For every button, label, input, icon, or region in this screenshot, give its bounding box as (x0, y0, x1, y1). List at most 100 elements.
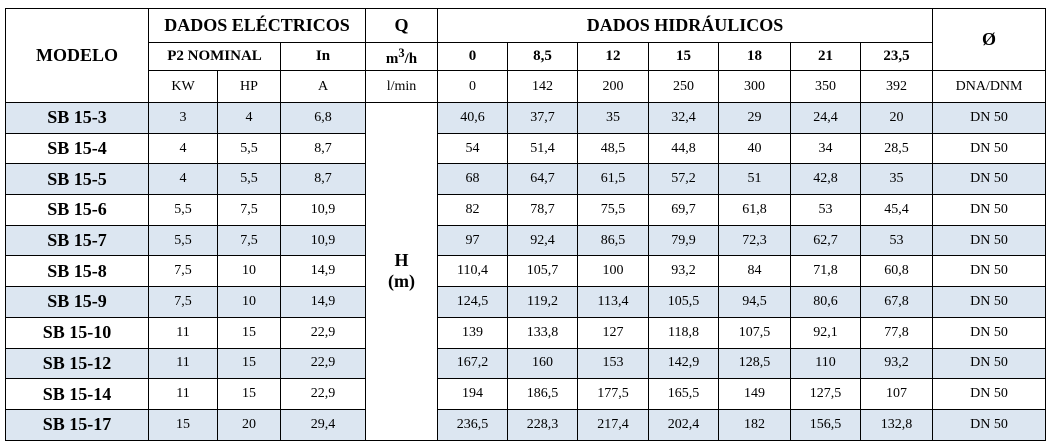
electrical-value: 10,9 (279, 224, 367, 257)
unit: A (279, 70, 367, 103)
flow-lmin: 250 (648, 70, 720, 103)
head-value: 67,8 (860, 286, 934, 318)
flow-lmin: 142 (507, 70, 579, 103)
head-value: 93,2 (648, 255, 720, 288)
dn-value: DN 50 (932, 163, 1047, 196)
head-value: 68 (437, 163, 509, 196)
table-row: SB 15-17 15 20 29,4 236,5 228,3 217,4 202,4 182 1… (5, 408, 1047, 441)
head-value: 107 (860, 378, 934, 410)
head-value: 153 (577, 347, 650, 380)
head-value: 149 (718, 378, 792, 410)
head-value: 119,2 (507, 286, 579, 318)
model-name: SB 15-8 (5, 255, 149, 288)
head-value: 64,7 (507, 163, 579, 196)
head-value: 202,4 (648, 408, 720, 441)
table-row: SB 15-10 11 15 22,9 139 133,8 127 118,8 107,5 92,… (5, 316, 1047, 349)
head-value: 84 (718, 255, 792, 288)
flow-m3h: 12 (577, 42, 650, 71)
flow-m3h: 21 (790, 42, 862, 71)
dn-value: DN 50 (932, 347, 1047, 380)
head-value: 77,8 (860, 316, 934, 349)
head-value: 186,5 (507, 378, 579, 410)
diameter-header: Ø (932, 8, 1047, 71)
table-row: SB 15-5 4 5,5 8,7 68 64,7 61,5 57,2 51 42,8 35 DN 5… (5, 163, 1047, 196)
head-value: 127,5 (790, 378, 862, 410)
model-name: SB 15-3 (5, 102, 149, 134)
table-row: SB 15-6 5,5 7,5 10,9 82 78,7 75,5 69,7 61,8 53 45,… (5, 194, 1047, 226)
electrical-value: 7,5 (148, 255, 218, 288)
head-value: 128,5 (718, 347, 792, 380)
dn-value: DN 50 (932, 255, 1047, 288)
dn-unit: DNA/DNM (932, 70, 1047, 103)
head-value: 35 (860, 163, 934, 196)
table-row: SB 15-3 3 4 6,8 H (m) 40,6 37,7 35 32,4 29 24,4 20 DN… (5, 102, 1047, 441)
electrical-value: 15 (148, 408, 218, 441)
table-row: SB 15-4 4 5,5 8,7 54 51,4 48,5 44,8 40 34 28,5 DN 5… (5, 132, 1047, 165)
head-value: 133,8 (507, 316, 579, 349)
head-value: 40 (718, 132, 792, 165)
flow-lmin: 300 (718, 70, 792, 103)
electrical-value: 4 (148, 163, 218, 196)
head-value: 60,8 (860, 255, 934, 288)
head-value: 61,5 (577, 163, 650, 196)
head-value: 177,5 (577, 378, 650, 410)
electrical-value: 10 (217, 286, 281, 318)
head-value: 62,7 (790, 224, 862, 257)
dn-value: DN 50 (932, 408, 1047, 441)
head-value: 32,4 (648, 102, 720, 134)
electrical-value: 15 (217, 347, 281, 380)
head-value: 79,9 (648, 224, 720, 257)
electrical-value: 11 (148, 347, 218, 380)
in-header: In (279, 42, 367, 71)
head-value: 156,5 (790, 408, 862, 441)
table-row: SB 15-7 5,5 7,5 10,9 97 92,4 86,5 79,9 72,3 62,7 5… (5, 224, 1047, 257)
pump-table: MODELO DADOS ELÉCTRICOS Q DADOS HIDRÁULICOS… (5, 8, 1047, 441)
q-unit-sup: 3 (398, 45, 405, 60)
head-value: 217,4 (577, 408, 650, 441)
q-unit: m3/h (365, 42, 439, 71)
head-value: 34 (790, 132, 862, 165)
head-value: 107,5 (718, 316, 792, 349)
model-header: MODELO (5, 8, 149, 103)
head-value: 35 (577, 102, 650, 134)
electrical-value: 5,5 (148, 194, 218, 226)
head-value: 194 (437, 378, 509, 410)
electrical-value: 29,4 (279, 408, 367, 441)
head-value: 139 (437, 316, 509, 349)
head-value: 80,6 (790, 286, 862, 318)
electrical-value: 7,5 (217, 224, 281, 257)
flow-lmin: 350 (790, 70, 862, 103)
head-symbol: H (394, 250, 409, 271)
unit: KW (148, 70, 218, 103)
flow-m3h: 0 (437, 42, 509, 71)
head-value: 92,4 (507, 224, 579, 257)
head-value: 44,8 (648, 132, 720, 165)
flow-m3h: 23,5 (860, 42, 934, 71)
table-wrap: MODELO DADOS ELÉCTRICOS Q DADOS HIDRÁULICOS… (5, 8, 1047, 441)
electrical-header: DADOS ELÉCTRICOS (147, 8, 367, 43)
head-value: 29 (718, 102, 792, 134)
electrical-value: 3 (148, 102, 218, 134)
head-value: 57,2 (648, 163, 720, 196)
dn-value: DN 50 (932, 286, 1047, 318)
model-name: SB 15-17 (5, 408, 149, 441)
unit: HP (217, 70, 281, 103)
electrical-value: 22,9 (279, 347, 367, 380)
electrical-value: 15 (217, 316, 281, 349)
electrical-value: 10,9 (279, 194, 367, 226)
electrical-value: 20 (217, 408, 281, 441)
head-value: 105,7 (507, 255, 579, 288)
dn-value: DN 50 (932, 224, 1047, 257)
electrical-value: 14,9 (279, 255, 367, 288)
head-value: 53 (860, 224, 934, 257)
model-name: SB 15-9 (5, 286, 149, 318)
head-value: 105,5 (648, 286, 720, 318)
hydraulic-header: DADOS HIDRÁULICOS (437, 8, 934, 43)
table-row: P2 NOMINAL In m3/h 0 8,5 12 15 18 21 23,5 (6, 42, 1046, 71)
electrical-value: 5,5 (217, 163, 281, 196)
q-header: Q (365, 8, 439, 43)
dn-value: DN 50 (932, 378, 1047, 410)
electrical-value: 14,9 (279, 286, 367, 318)
head-value: 142,9 (648, 347, 720, 380)
